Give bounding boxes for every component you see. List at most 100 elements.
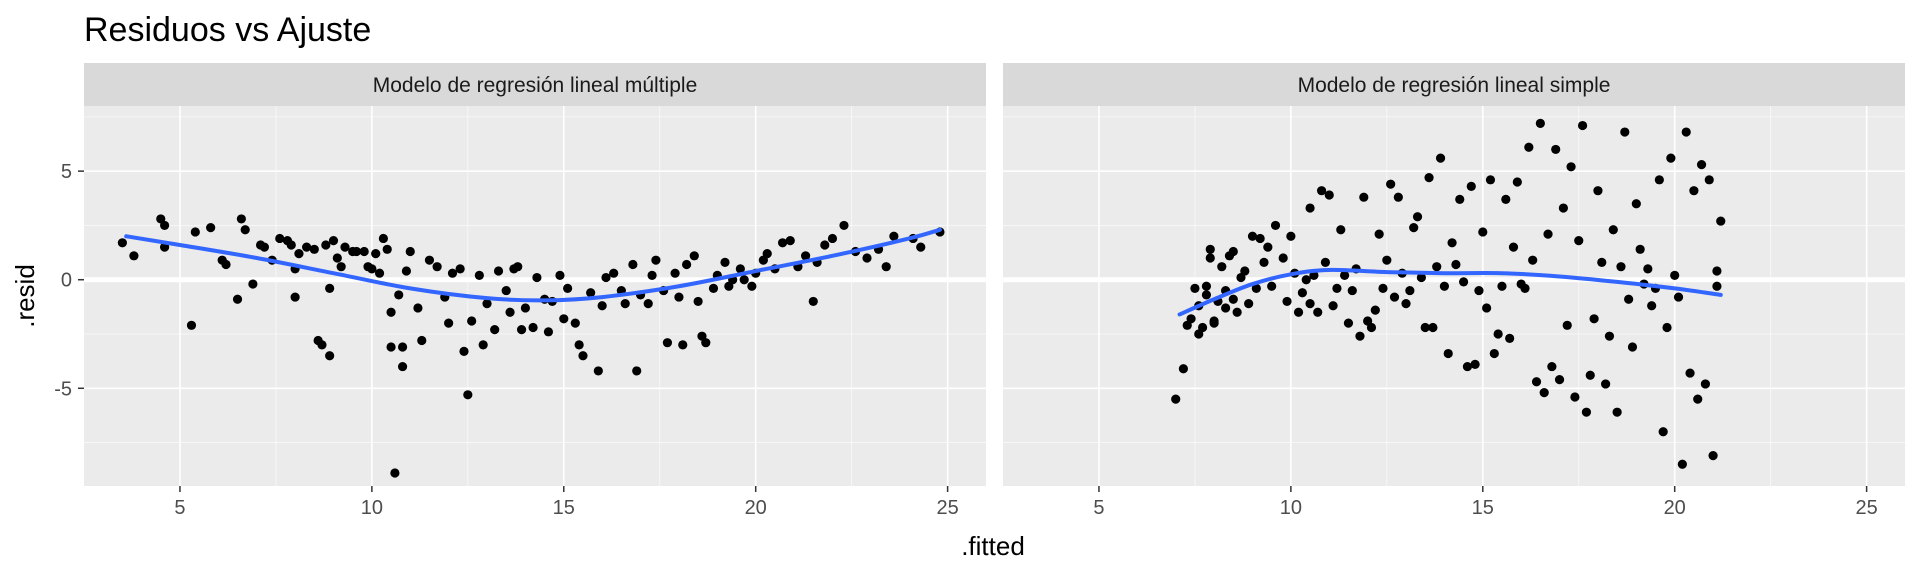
data-point [1205, 244, 1215, 254]
data-point [1455, 194, 1465, 204]
data-point [1305, 203, 1315, 213]
data-point [1528, 255, 1538, 265]
data-point [444, 318, 454, 328]
data-point [1416, 272, 1426, 283]
data-point [1581, 407, 1592, 417]
data-point [1616, 262, 1626, 272]
data-point [1451, 259, 1461, 270]
data-point [378, 233, 388, 244]
data-point [662, 338, 673, 348]
data-point [708, 283, 719, 293]
data-point [1612, 407, 1622, 417]
data-point [1505, 333, 1515, 343]
data-point [1574, 236, 1584, 246]
data-point [1543, 229, 1553, 239]
data-point [1259, 257, 1269, 267]
data-point [1293, 307, 1304, 317]
data-point [386, 342, 396, 352]
data-point [432, 262, 442, 272]
data-point [1386, 179, 1396, 189]
data-point [417, 335, 427, 346]
data-point [689, 251, 699, 261]
x-tick-label: 5 [174, 497, 185, 519]
data-point [1405, 285, 1415, 296]
panel-multiple-regression: Modelo de regresión lineal múltiple [84, 63, 986, 486]
data-point [221, 259, 231, 270]
data-point [1604, 331, 1615, 341]
data-point [1332, 283, 1342, 293]
data-point [1681, 127, 1691, 137]
data-point [467, 316, 477, 326]
strip-label-multiple: Modelo de regresión lineal múltiple [373, 74, 698, 97]
data-point [532, 272, 542, 283]
data-point [1209, 318, 1219, 328]
x-tick-label: 20 [745, 497, 767, 519]
data-point [1301, 275, 1311, 285]
x-tick-label: 10 [361, 497, 383, 519]
data-point [367, 264, 377, 274]
data-point [505, 307, 515, 317]
data-point [325, 283, 335, 293]
data-point [240, 225, 250, 235]
data-point [459, 346, 469, 356]
data-point [447, 268, 458, 278]
data-point [881, 262, 891, 272]
data-point [328, 236, 339, 246]
data-point [1389, 292, 1400, 302]
data-point [1470, 359, 1480, 369]
data-point [1393, 192, 1403, 202]
data-point [359, 246, 369, 257]
data-point [386, 307, 396, 317]
data-point [1635, 244, 1645, 254]
data-point [482, 299, 492, 309]
data-point [674, 292, 684, 302]
data-point [1696, 160, 1707, 170]
data-point [1428, 322, 1438, 333]
strip-label-simple: Modelo de regresión lineal simple [1298, 74, 1611, 97]
smooth-curve [1177, 267, 1723, 317]
data-point [160, 220, 170, 231]
data-point [889, 231, 899, 241]
data-point [555, 270, 565, 280]
data-point [1643, 264, 1653, 274]
data-point [747, 281, 757, 291]
data-point [1554, 375, 1565, 385]
data-point [302, 242, 312, 252]
data-point [1608, 225, 1618, 235]
x-tick-label: 20 [1664, 497, 1686, 519]
data-point [340, 242, 350, 252]
data-point [1462, 361, 1473, 372]
data-point [1673, 292, 1684, 302]
data-point [609, 268, 619, 278]
data-point [513, 262, 523, 272]
data-point [1316, 186, 1327, 196]
y-tick-label: 0 [61, 270, 72, 292]
data-point [1201, 290, 1212, 300]
data-point [1493, 329, 1503, 339]
data-point [1401, 299, 1411, 309]
data-point [236, 214, 246, 224]
data-point [1263, 242, 1273, 252]
data-point [394, 290, 404, 300]
data-point [1577, 120, 1588, 131]
data-point [1432, 262, 1442, 272]
data-point [647, 270, 657, 280]
data-point [478, 340, 488, 350]
data-point [563, 283, 573, 293]
data-point [1624, 294, 1634, 304]
data-point [670, 268, 680, 278]
data-point [1631, 199, 1641, 209]
data-point [1370, 305, 1380, 315]
data-point [1270, 220, 1281, 231]
data-point [351, 246, 362, 257]
smooth-curve [124, 227, 942, 303]
data-point [1524, 142, 1534, 152]
data-point [720, 257, 730, 267]
data-point [1700, 379, 1711, 389]
data-point [520, 303, 531, 313]
data-point [1485, 175, 1496, 185]
data-point [1282, 296, 1292, 307]
data-point [1512, 177, 1522, 187]
data-point [1662, 322, 1672, 333]
